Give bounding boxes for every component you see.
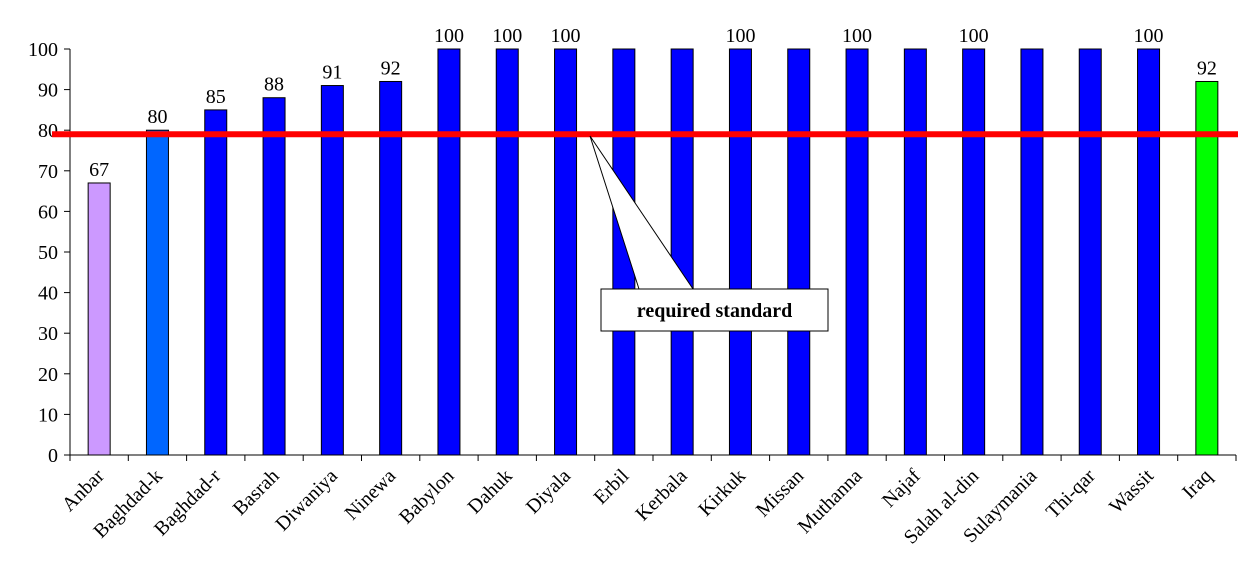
data-label: 100 — [492, 25, 522, 47]
bar — [262, 97, 286, 456]
category-label: Missan — [752, 465, 808, 521]
y-tick-label: 30 — [38, 323, 58, 345]
data-labels: 67 80 85 88 91 92 100 100 100 100 100 100 100 92 — [89, 25, 1217, 181]
category-label: Diwaniya — [271, 465, 342, 536]
data-label: 100 — [725, 25, 755, 47]
bar — [962, 48, 986, 456]
callout-text: required standard — [637, 300, 792, 322]
bar — [1020, 48, 1044, 456]
category-label: Erbil — [590, 465, 634, 509]
category-label: Iraq — [1178, 465, 1216, 503]
category-label: Kerbala — [631, 465, 691, 525]
category-label: Najaf — [878, 465, 925, 512]
bar — [1137, 48, 1161, 456]
bar — [554, 48, 578, 456]
data-label: 92 — [1197, 57, 1217, 79]
y-tick-label: 90 — [38, 80, 58, 102]
category-label: Dahuk — [464, 465, 517, 518]
bar — [437, 48, 461, 456]
data-label: 92 — [381, 57, 401, 79]
bar — [379, 80, 403, 456]
data-label: 88 — [264, 74, 284, 96]
data-label: 100 — [959, 25, 989, 47]
bar — [495, 48, 519, 456]
bar — [204, 109, 228, 456]
y-tick-label: 50 — [38, 242, 58, 264]
y-axis: 0 10 20 30 40 50 60 70 80 90 100 — [28, 39, 71, 467]
bar — [87, 182, 111, 456]
y-tick-label: 40 — [38, 283, 58, 305]
bar — [1195, 80, 1219, 456]
data-label: 100 — [434, 25, 464, 47]
category-label: Ninewa — [341, 465, 401, 525]
category-label: Wassit — [1105, 465, 1158, 518]
category-label: Diyala — [522, 465, 575, 518]
category-label: Basrah — [229, 465, 284, 520]
callout: required standard — [589, 135, 829, 332]
bar — [787, 48, 811, 456]
y-tick-label: 10 — [38, 404, 58, 426]
data-label: 67 — [89, 159, 109, 181]
y-tick-label: 80 — [38, 120, 58, 142]
callout-box — [600, 288, 829, 332]
data-label: 100 — [1134, 25, 1164, 47]
x-axis — [69, 454, 1237, 461]
bar — [145, 129, 169, 456]
bars — [87, 48, 1219, 456]
data-label: 85 — [206, 86, 226, 108]
y-tick-label: 70 — [38, 161, 58, 183]
category-label: Thi-qar — [1042, 465, 1100, 523]
bar — [903, 48, 927, 456]
y-tick-label: 20 — [38, 364, 58, 386]
data-label: 91 — [322, 62, 342, 84]
category-label: Kirkuk — [694, 465, 750, 521]
data-label: 80 — [147, 106, 167, 128]
data-label: 100 — [551, 25, 581, 47]
bar — [320, 85, 344, 456]
bar — [728, 48, 752, 456]
category-label: Muthanna — [794, 465, 867, 538]
category-label: Anbar — [58, 465, 109, 516]
data-label: 100 — [842, 25, 872, 47]
bar — [670, 48, 694, 456]
y-tick-label: 60 — [38, 201, 58, 223]
category-label: Babylon — [395, 465, 458, 528]
bar — [1078, 48, 1102, 456]
y-tick-label: 0 — [48, 445, 58, 467]
y-tick-label: 100 — [28, 39, 58, 61]
bar — [845, 48, 869, 456]
